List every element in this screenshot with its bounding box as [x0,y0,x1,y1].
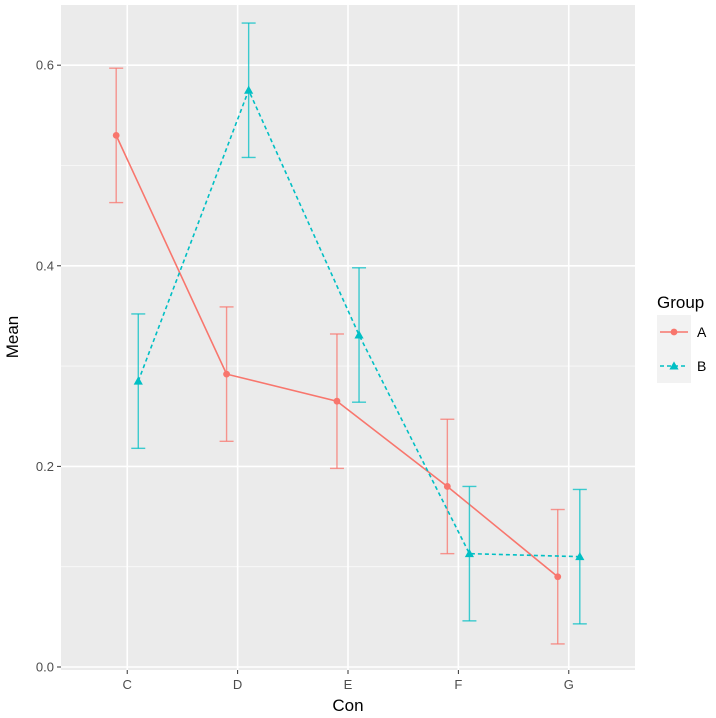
axes-layer: 0.0 0.2 0.4 0.6 C D E F G [36,58,574,692]
x-tick-label: G [564,677,574,692]
x-tick-label: F [454,677,462,692]
legend-key-marker [669,361,679,370]
data-point [575,552,585,561]
y-tick-label: 0.2 [36,459,54,474]
y-axis-title: Mean [3,316,22,359]
data-point [443,483,451,490]
legend-key-marker [670,328,678,336]
y-tick-label: 0.4 [36,258,54,273]
x-tick-label: C [123,677,132,692]
data-point [464,549,475,558]
data-point [333,397,341,405]
y-tick-label: 0.6 [36,58,54,73]
series-layer [109,22,587,645]
y-tick-label: 0.0 [36,659,54,674]
legend-title: Group [657,293,704,312]
data-point [354,330,364,339]
data-point [133,376,143,385]
legend-label: B [697,358,706,374]
data-point [554,573,562,581]
major-gridlines [61,5,635,670]
legend-keys: AB [657,315,707,383]
series-B [131,22,587,625]
series-A [109,67,565,645]
legend-label: A [697,324,707,340]
data-point [244,85,254,94]
data-point [112,131,120,139]
x-axis-title: Con [332,696,363,715]
x-tick-label: D [233,677,242,692]
legend: Group AB [657,293,707,383]
data-point [223,370,230,378]
legend-key-B: B [657,349,706,383]
x-tick-label: E [344,677,353,692]
series-line [137,88,580,558]
legend-key-A: A [657,315,707,349]
